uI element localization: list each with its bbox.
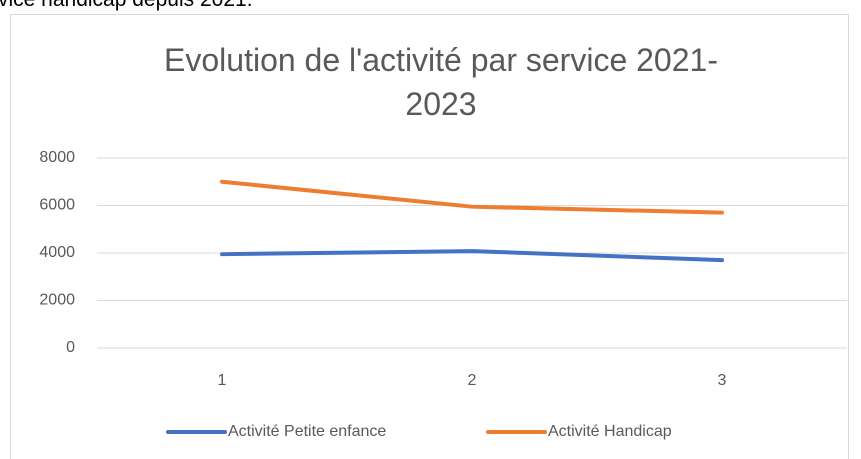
legend-label: Activité Handicap [548,423,672,440]
y-tick-label: 6000 [39,197,75,214]
legend-label: Activité Petite enfance [228,423,386,440]
y-tick-label: 4000 [39,244,75,261]
y-tick-label: 0 [66,339,75,356]
x-tick-label: 1 [218,372,227,389]
y-tick-label: 8000 [39,149,75,166]
chart-frame [10,14,849,459]
x-tick-label: 2 [468,372,477,389]
series-line [220,179,724,215]
chart-title: Evolution de l'activité par service 2021… [164,42,718,122]
series-line [220,249,724,263]
x-tick-label: 3 [718,372,727,389]
y-tick-label: 2000 [39,292,75,309]
document-text: vice handicap depuis 2021. [0,0,253,12]
